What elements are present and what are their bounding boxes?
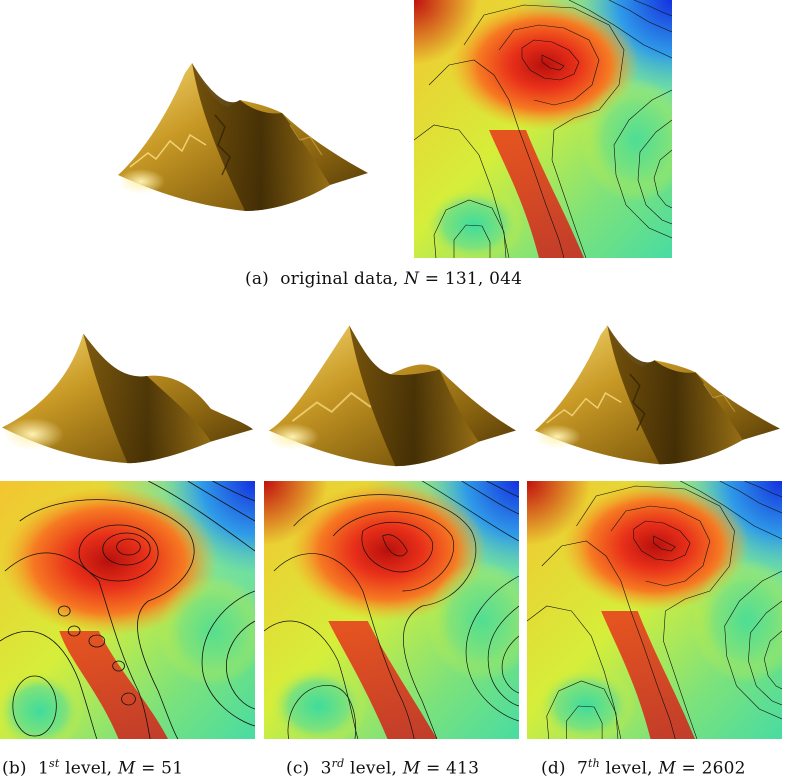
caption-a: (a) original data, N = 131, 044 — [245, 269, 522, 289]
contour-map-b — [0, 481, 255, 739]
caption-d-variable: M — [658, 758, 676, 779]
caption-c-tag: (c) — [286, 758, 310, 779]
terrain-surface-c — [267, 324, 518, 468]
caption-c-level: 3 — [320, 758, 332, 779]
terrain-surface-d — [534, 324, 781, 465]
caption-b-text: level, — [65, 758, 113, 779]
panel-b-contour-map — [0, 481, 255, 739]
terrain-surface-a — [117, 62, 369, 212]
caption-d: (d) 7th level, M = 2602 — [541, 757, 746, 779]
panel-c-contour-map — [264, 481, 519, 739]
caption-c: (c) 3rd level, M = 413 — [286, 757, 479, 779]
caption-d-level: 7 — [576, 758, 588, 779]
caption-b-tag: (b) — [2, 758, 27, 779]
caption-c-level-suffix: rd — [331, 757, 345, 770]
panel-c-surface-render — [263, 318, 518, 468]
panel-b-surface-render — [0, 315, 255, 465]
caption-d-tag: (d) — [541, 758, 566, 779]
caption-b: (b) 1st level, M = 51 — [2, 757, 183, 779]
caption-c-equals: = — [425, 758, 441, 779]
panel-a-contour-map — [414, 0, 672, 258]
caption-c-text: level, — [349, 758, 398, 779]
contour-map-a — [414, 0, 672, 258]
caption-d-text: level, — [605, 758, 653, 779]
caption-a-equals: = — [424, 269, 440, 289]
caption-d-value: 2602 — [701, 758, 746, 779]
caption-a-text: original data, — [280, 269, 399, 289]
terrain-surface-b — [1, 333, 254, 464]
caption-c-value: 413 — [446, 758, 480, 779]
panel-d-contour-map — [527, 481, 782, 739]
panel-d-surface-render — [527, 318, 782, 468]
caption-a-tag: (a) — [245, 269, 269, 289]
contour-map-c — [264, 481, 519, 739]
caption-d-equals: = — [681, 758, 696, 779]
caption-b-equals: = — [141, 758, 156, 779]
caption-b-variable: M — [117, 758, 136, 779]
caption-b-value: 51 — [161, 758, 184, 779]
caption-b-level: 1 — [37, 758, 49, 779]
caption-b-level-suffix: st — [49, 757, 60, 770]
caption-d-level-suffix: th — [588, 757, 600, 770]
caption-c-variable: M — [402, 758, 421, 779]
panel-a-surface-render — [110, 55, 370, 215]
caption-a-variable: N — [404, 269, 420, 289]
caption-a-value: 131, 044 — [444, 269, 523, 289]
contour-map-d — [527, 481, 782, 739]
